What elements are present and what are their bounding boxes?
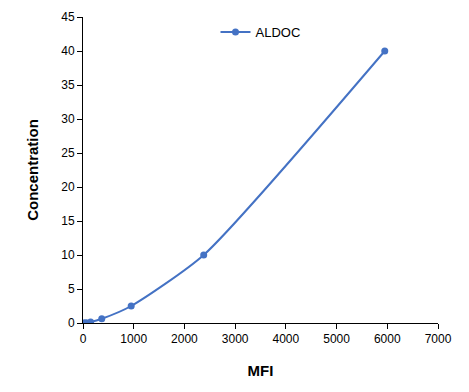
svg-text:ALDOC: ALDOC (256, 25, 301, 40)
svg-text:4000: 4000 (273, 332, 300, 346)
svg-text:35: 35 (61, 78, 75, 92)
svg-text:10: 10 (61, 248, 75, 262)
svg-text:25: 25 (61, 146, 75, 160)
svg-text:6000: 6000 (374, 332, 401, 346)
svg-text:30: 30 (61, 112, 75, 126)
svg-text:7000: 7000 (425, 332, 452, 346)
svg-text:40: 40 (61, 44, 75, 58)
svg-text:1000: 1000 (120, 332, 147, 346)
svg-text:45: 45 (61, 10, 75, 24)
svg-text:0: 0 (68, 316, 75, 330)
svg-text:MFI: MFI (248, 362, 274, 379)
svg-text:2000: 2000 (171, 332, 198, 346)
svg-text:3000: 3000 (222, 332, 249, 346)
svg-text:0: 0 (80, 332, 87, 346)
svg-text:5000: 5000 (323, 332, 350, 346)
svg-text:20: 20 (61, 180, 75, 194)
svg-text:Concentration: Concentration (24, 119, 41, 221)
svg-text:5: 5 (68, 282, 75, 296)
svg-text:15: 15 (61, 214, 75, 228)
